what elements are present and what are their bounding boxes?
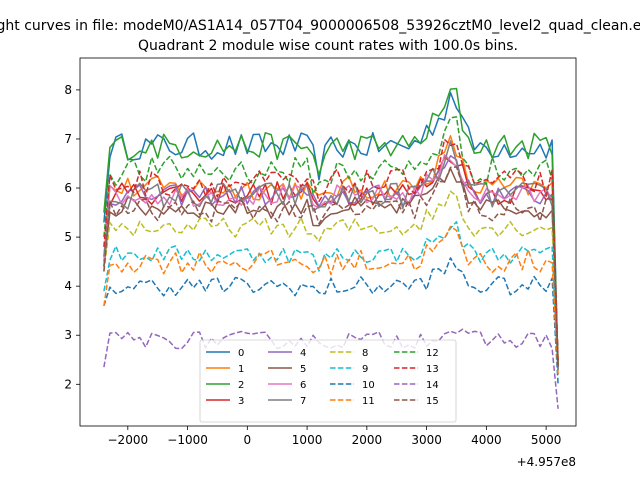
legend-label-8: 8 <box>362 348 368 359</box>
x-tick-label: 5000 <box>531 433 562 447</box>
x-tick-label: 1000 <box>292 433 323 447</box>
y-tick-label: 4 <box>64 279 72 293</box>
y-tick-label: 8 <box>64 83 72 97</box>
legend-label-12: 12 <box>426 348 439 359</box>
legend-label-3: 3 <box>238 396 244 407</box>
y-tick-label: 2 <box>64 377 72 391</box>
chart-title: Quadrant 2 module wise count rates with … <box>138 38 518 54</box>
series-line-11 <box>103 225 559 375</box>
x-tick-label: 0 <box>244 433 252 447</box>
y-tick-label: 3 <box>64 328 72 342</box>
series-line-9 <box>103 221 559 375</box>
x-axis-offset-label: +4.957e8 <box>517 455 576 469</box>
plot-area-frame <box>79 57 577 427</box>
y-axis: 2 3 4 5 6 7 8 <box>64 83 80 391</box>
legend-label-15: 15 <box>426 396 439 407</box>
figure-suptitle: Light curves in file: modeM0/AS1A14_057T… <box>0 18 640 34</box>
legend-label-2: 2 <box>238 380 244 391</box>
series-line-13 <box>103 138 559 365</box>
series-layer <box>103 87 559 409</box>
x-axis: −2000 −1000 0 1000 2000 3000 4000 5000 <box>108 426 562 447</box>
x-tick-label: 3000 <box>411 433 442 447</box>
series-line-5 <box>103 167 559 365</box>
legend-label-9: 9 <box>362 364 368 375</box>
legend-label-7: 7 <box>300 396 306 407</box>
legend-label-11: 11 <box>362 396 375 407</box>
y-tick-label: 5 <box>64 230 72 244</box>
y-tick-label: 7 <box>64 132 72 146</box>
y-tick-label: 6 <box>64 181 72 195</box>
series-line-6 <box>103 153 559 370</box>
legend-label-13: 13 <box>426 364 439 375</box>
series-line-2 <box>103 87 559 370</box>
series-line-12 <box>103 116 559 365</box>
legend-label-5: 5 <box>300 364 306 375</box>
x-tick-label: −1000 <box>167 433 208 447</box>
series-line-10 <box>103 257 559 385</box>
series-line-8 <box>103 190 559 365</box>
x-tick-label: −2000 <box>108 433 149 447</box>
legend-label-10: 10 <box>362 380 375 391</box>
legend-frame <box>199 339 457 423</box>
series-line-15 <box>103 166 559 370</box>
series-line-7 <box>103 140 559 365</box>
legend-label-1: 1 <box>238 364 244 375</box>
x-tick-label: 4000 <box>471 433 502 447</box>
x-tick-label: 2000 <box>352 433 383 447</box>
legend-label-14: 14 <box>426 380 439 391</box>
legend-label-0: 0 <box>238 348 244 359</box>
legend-label-4: 4 <box>300 348 306 359</box>
legend-label-6: 6 <box>300 380 306 391</box>
